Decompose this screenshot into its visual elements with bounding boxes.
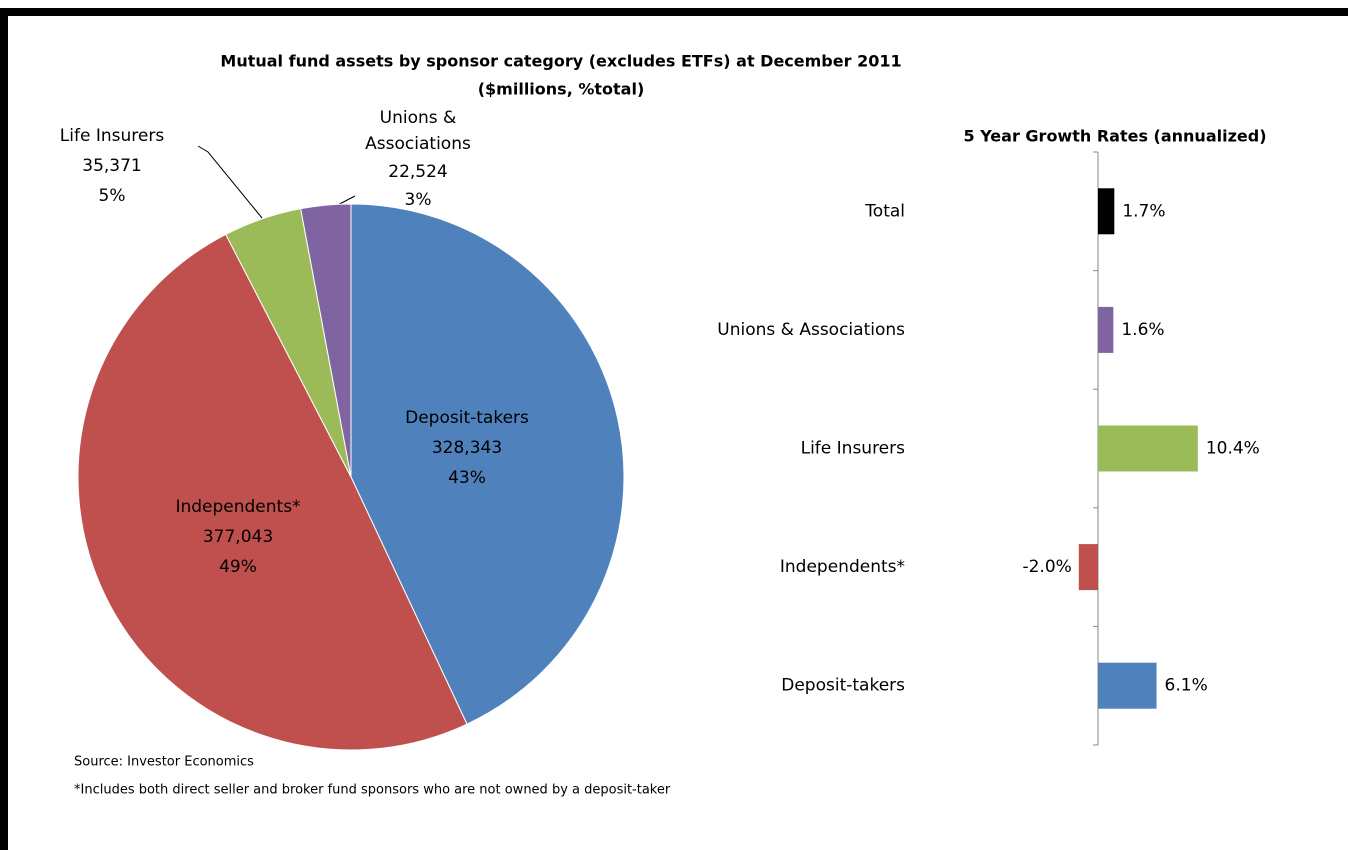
- value-label: 10.4%: [1206, 439, 1260, 459]
- slice-value: 22,524: [388, 162, 447, 182]
- category-label: Life Insurers: [801, 439, 906, 459]
- slice-percent: 43%: [448, 468, 486, 488]
- bar: [1098, 662, 1157, 709]
- slice-value: 377,043: [203, 527, 273, 547]
- leader-line: [197, 145, 263, 219]
- slice-label: Deposit-takers: [405, 408, 529, 428]
- bar: [1098, 425, 1198, 472]
- bar: [1098, 306, 1114, 353]
- slice-label: Unions &: [380, 108, 457, 128]
- frame: [0, 8, 1348, 850]
- slice-label: Associations: [365, 134, 471, 154]
- category-label: Total: [864, 201, 905, 221]
- slice-percent: 3%: [405, 190, 432, 210]
- value-label: 6.1%: [1165, 676, 1208, 696]
- value-label: 1.6%: [1121, 320, 1164, 340]
- pie-subtitle: ($millions, %total): [478, 80, 645, 99]
- pie-title: Mutual fund assets by sponsor category (…: [220, 52, 901, 71]
- category-label: Independents*: [780, 557, 905, 577]
- slice-label: Life Insurers: [60, 126, 165, 146]
- pie-slice: [300, 203, 352, 478]
- pie-slice: [350, 203, 625, 725]
- value-label: 1.7%: [1122, 201, 1165, 221]
- bar: [1078, 544, 1098, 591]
- pie-slice: [77, 233, 468, 751]
- footnote: *Includes both direct seller and broker …: [74, 783, 671, 798]
- value-label: -2.0%: [1022, 557, 1071, 577]
- bar-title: 5 Year Growth Rates (annualized): [963, 127, 1266, 146]
- bar: [1098, 188, 1115, 235]
- slice-percent: 49%: [219, 557, 257, 577]
- slice-value: 35,371: [82, 156, 141, 176]
- category-label: Deposit-takers: [781, 676, 905, 696]
- slice-label: Independents*: [175, 497, 300, 517]
- slice-value: 328,343: [432, 438, 502, 458]
- category-label: Unions & Associations: [717, 320, 905, 340]
- source-note: Source: Investor Economics: [74, 755, 254, 770]
- slice-percent: 5%: [99, 186, 126, 206]
